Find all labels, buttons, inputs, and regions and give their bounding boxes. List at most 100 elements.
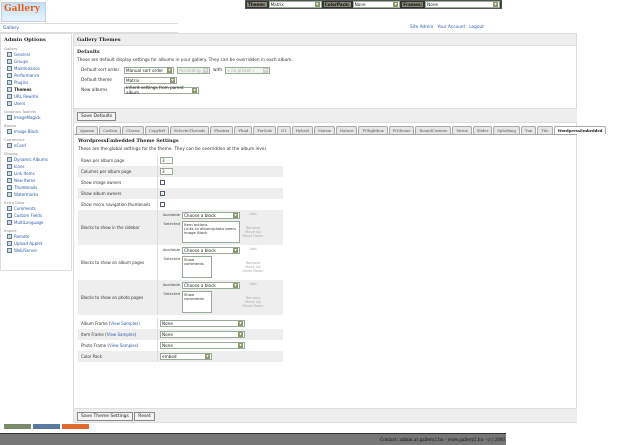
sidebar-item[interactable]: Users [4,100,68,107]
theme-tab[interactable]: Splatfang [493,126,520,134]
micro-nav-checkbox[interactable] [160,202,165,207]
sidebar-item[interactable]: Comments [4,205,68,212]
theme-tab[interactable]: Hybrid [291,126,313,134]
album-available-select[interactable]: Choose a block ▼ [182,247,240,254]
move-up-button[interactable]: Move Up [245,230,261,235]
sidebar-item[interactable]: Link Items [4,170,68,177]
album-frame-samples-link[interactable]: View Samples [110,321,139,326]
photo-available-select[interactable]: Choose a block ▼ [182,282,240,289]
gallery-badge[interactable] [33,424,60,429]
album-owners-checkbox[interactable]: ✓ [160,191,165,196]
theme-tab[interactable]: Matrix [313,126,335,134]
theme-tab[interactable]: G1 [277,126,291,134]
save-defaults-button[interactable]: Save Defaults [77,112,117,121]
selected-block-item[interactable]: Image Block [184,230,208,236]
item-frame-samples-link[interactable]: View Samples [106,332,135,337]
selected-block-item[interactable]: Show comments [184,257,205,267]
theme-tab[interactable]: Slider [472,126,493,134]
theme-tab[interactable]: EclecticThreads [170,126,210,134]
theme-tab[interactable]: Ajaxian [76,126,99,134]
theme-tab[interactable]: ForSale [253,126,277,134]
theme-tab[interactable]: Copyleft [145,126,170,134]
selected-block-item[interactable]: Show comments [184,292,205,302]
sidebar-item[interactable]: Custom Fields [4,212,68,219]
sidebar-available-select[interactable]: Choose a block ▼ [182,212,240,219]
sidebar-item[interactable]: Icons [4,163,68,170]
theme-tab[interactable]: Fluid [234,126,253,134]
theme-tab[interactable]: Carbon [99,126,122,134]
sidebar-item[interactable]: URL Rewrite [4,93,68,100]
sidebar-item[interactable]: Maintenance [4,65,68,72]
new-albums-select[interactable]: Inherit settings from parent album ▼ [124,85,199,95]
theme-tab[interactable]: Tun [520,126,537,134]
theme-tab[interactable]: WordpressEmbedded [553,126,607,134]
sidebar-item[interactable]: Dynamic Albums [4,156,68,163]
sidebar-item[interactable]: ImageMagick [4,114,68,121]
move-down-button[interactable]: Move Down [242,234,264,239]
selected-block-item[interactable]: Item actions [184,222,208,227]
add-button[interactable]: Add [249,247,257,251]
sidebar-item[interactable]: Upload Applet [4,240,68,247]
theme-tab[interactable]: Floatrix [210,126,234,134]
theme-tab[interactable]: PGtheme [388,126,415,134]
sidebar-item[interactable]: Themes [4,86,68,93]
move-up-button[interactable]: Move Up [245,265,261,270]
sidebar-item[interactable]: Groups [4,58,68,65]
theme-tab[interactable]: RoundCorners [415,126,452,134]
sort-order-select[interactable]: Manual sort order ▼ [124,66,174,74]
logout-link[interactable]: Logout [469,25,484,30]
sidebar-item[interactable]: New Items [4,177,68,184]
sidebar-item[interactable]: Watermarks [4,191,68,198]
theme-tab[interactable]: PGlightbox [358,126,388,134]
theme-tab[interactable]: Tile [537,126,553,134]
photo-frame-samples-link[interactable]: View Samples [109,343,137,348]
album-selected-list[interactable]: Show comments [182,256,212,278]
sidebar-item[interactable]: MultiLanguage [4,219,68,226]
move-down-button[interactable]: Move Down [242,304,264,309]
photo-selected-list[interactable]: Show comments [182,291,212,313]
item-frame-select[interactable]: None ▼ [160,331,245,338]
site-admin-link[interactable]: Site Admin [410,25,434,30]
image-owners-checkbox[interactable] [160,180,165,185]
color-pack-select[interactable]: embed ▼ [160,353,212,360]
sidebar-item[interactable]: Performance [4,72,68,79]
xhtml-badge[interactable] [4,424,31,429]
default-theme-select[interactable]: Matrix ▼ [124,76,177,84]
your-account-link[interactable]: Your Account [437,25,466,30]
save-theme-settings-button[interactable]: Save Theme Settings [77,412,133,421]
preset-select[interactable]: « no preset » ▼ [225,66,271,74]
add-button[interactable]: Add [249,282,257,286]
theme-tab[interactable]: Nature [335,126,358,134]
reset-button[interactable]: Reset [134,412,155,421]
remove-button[interactable]: Remove [245,226,261,230]
remove-button[interactable]: Remove [245,261,261,265]
cols-input[interactable]: 3 [160,168,173,175]
move-up-button[interactable]: Move Up [245,300,261,305]
gallery-badge-2[interactable] [62,424,89,429]
remove-button[interactable]: Remove [245,296,261,300]
sidebar-item[interactable]: Plugins [4,79,68,86]
rows-input[interactable]: 3 [160,157,173,164]
theme-tab[interactable]: Siriux [452,126,472,134]
colorpack-select[interactable]: None ▼ [352,1,401,8]
sidebar-item[interactable]: Remote [4,233,68,240]
sidebar-item[interactable]: Thumbnails [4,184,68,191]
move-down-button[interactable]: Move Down [242,269,264,274]
sidebar-selected-list[interactable]: Item actions Links to album/photo peers Im… [182,221,240,243]
sidebar-item[interactable]: Web/Server [4,247,68,254]
theme-tab[interactable]: Classic [122,126,145,134]
theme-select[interactable]: Matrix ▼ [268,1,322,8]
selected-block-item[interactable]: Links to album/photo peers [184,226,236,232]
breadcrumb-gallery-link[interactable]: Gallery [3,26,20,31]
album-frame-select[interactable]: None ▼ [160,320,245,327]
add-button[interactable]: Add [249,212,257,216]
sort-direction-select[interactable]: Ascending ▼ [177,66,210,74]
frames-select[interactable]: None ▼ [425,1,500,8]
sidebar-item-icon [7,101,12,106]
chevron-down-icon: ▼ [233,213,238,218]
sidebar-item[interactable]: eCard [4,142,68,149]
sidebar-item[interactable]: Image Block [4,128,68,135]
sidebar-item[interactable]: General [4,51,68,58]
gallery-logo[interactable]: Gallery [1,2,46,22]
photo-frame-select[interactable]: None ▼ [160,342,245,349]
